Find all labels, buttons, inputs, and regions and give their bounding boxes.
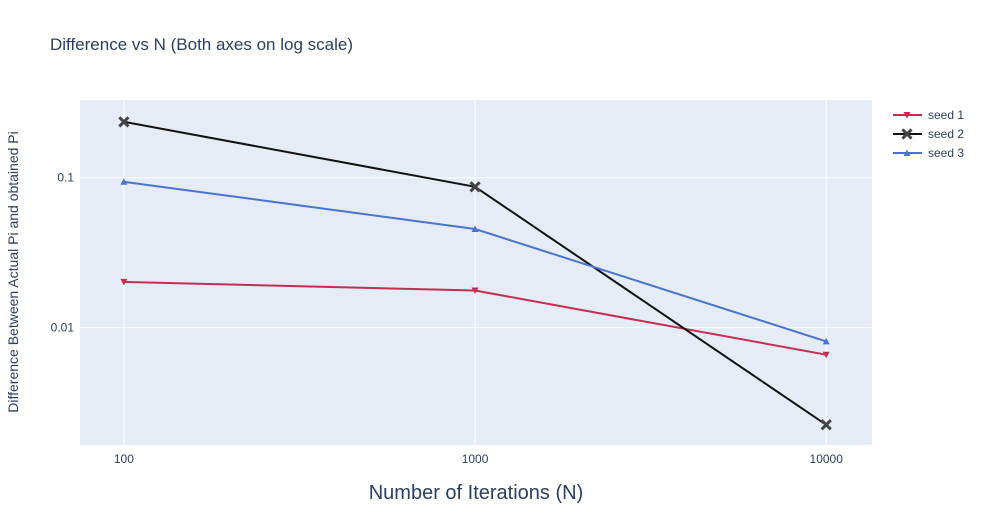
data-point	[820, 419, 832, 431]
data-point	[471, 287, 479, 294]
legend-label: seed 2	[928, 127, 964, 141]
series-2	[118, 116, 832, 431]
series-3	[120, 178, 830, 345]
y-axis-ticks: 0.01 0.1	[51, 171, 75, 335]
data-point	[822, 337, 830, 345]
x-axis-ticks: 100 1000 10000	[114, 452, 843, 466]
legend-marker	[903, 149, 911, 156]
x-tick-label: 100	[114, 452, 134, 466]
legend-item-1[interactable]: seed 1	[893, 108, 964, 122]
data-point	[120, 278, 128, 286]
legend[interactable]: seed 1 seed 2 seed 3	[893, 108, 964, 160]
grid-lines	[80, 100, 872, 445]
series-1	[120, 278, 830, 359]
legend-marker	[903, 112, 911, 119]
x-tick-label: 10000	[810, 452, 844, 466]
series-layer	[118, 116, 832, 431]
x-axis-label: Number of Iterations (N)	[369, 482, 584, 504]
y-tick-label: 0.1	[57, 171, 74, 185]
data-point	[471, 225, 479, 233]
legend-item-3[interactable]: seed 3	[893, 146, 964, 160]
data-point	[120, 178, 128, 185]
legend-item-2[interactable]: seed 2	[893, 127, 964, 141]
data-point	[822, 351, 830, 359]
y-axis-label: Difference Between Actual Pi and obtaine…	[5, 131, 21, 412]
data-point	[118, 116, 130, 128]
legend-label: seed 3	[928, 146, 964, 160]
legend-label: seed 1	[928, 108, 964, 122]
y-tick-label: 0.01	[51, 321, 75, 335]
x-tick-label: 1000	[462, 452, 489, 466]
plot-area	[80, 100, 872, 445]
legend-marker	[901, 128, 913, 140]
data-point	[469, 181, 481, 193]
chart-title: Difference vs N (Both axes on log scale)	[50, 35, 353, 54]
